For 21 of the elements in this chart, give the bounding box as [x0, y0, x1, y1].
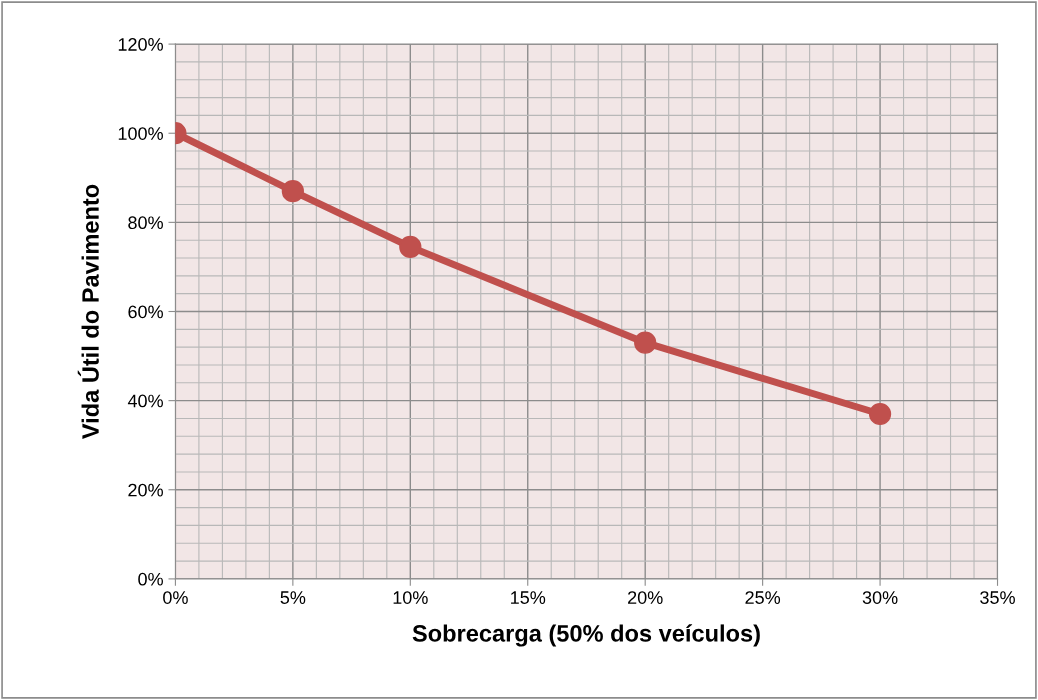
point: [281, 180, 304, 203]
point: [399, 235, 422, 258]
y-tick-label: 100%: [118, 127, 163, 140]
x-tick-label: 10%: [393, 591, 428, 604]
y-tick-label: 20%: [128, 483, 163, 497]
x-tick-label: 5%: [280, 591, 306, 604]
x-tick-label: 25%: [745, 591, 781, 604]
x-tick-label: 35%: [980, 591, 1015, 604]
x-axis-title: Sobrecarga (50% dos veículos): [412, 624, 760, 647]
x-tick-label: 15%: [511, 591, 546, 604]
y-tick-label: 80%: [128, 216, 163, 230]
y-tick-label: 120%: [118, 38, 163, 51]
y-tick-label: 0%: [138, 572, 163, 586]
x-tick-label: 0%: [163, 591, 188, 604]
y-tick-label: 60%: [128, 305, 163, 319]
point: [634, 331, 657, 354]
y-tick-label: 40%: [127, 394, 163, 408]
y-axis-title: Vida Útil do Pavimento: [77, 184, 99, 440]
x-tick-label: 30%: [862, 591, 898, 604]
point: [868, 402, 892, 426]
x-tick-label: 20%: [628, 591, 663, 604]
